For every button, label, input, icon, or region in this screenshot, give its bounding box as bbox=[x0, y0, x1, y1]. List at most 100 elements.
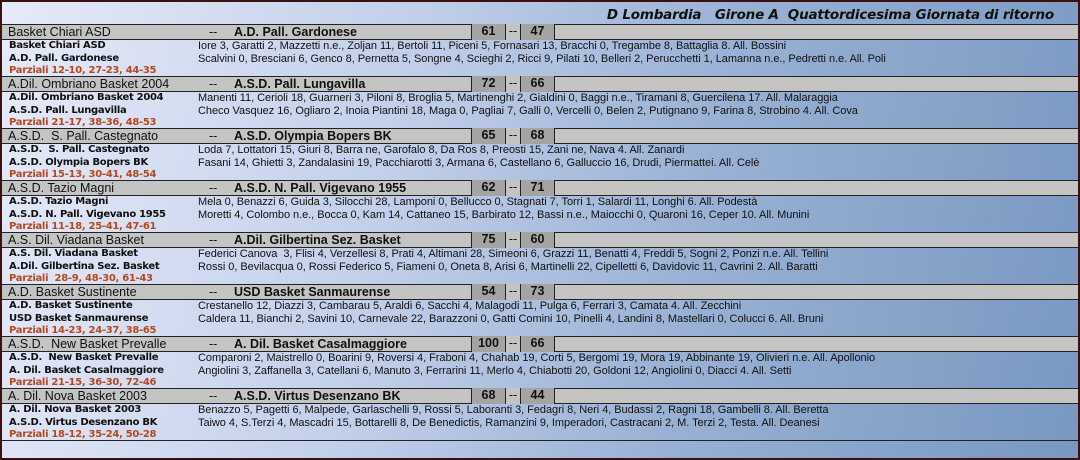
away-label: A.S.D. Pall. Lungavilla bbox=[9, 105, 127, 116]
score-separator: -- bbox=[505, 336, 521, 352]
home-score: 54 bbox=[471, 284, 506, 300]
partial-scores: Parziali 12-10, 27-23, 44-35 bbox=[9, 65, 157, 76]
game-block: A.S.D. Tazio Magni -- A.S.D. N. Pall. Vi… bbox=[2, 180, 1078, 232]
home-players: Federici Canova 3, Flisi 4, Verzellesi 8… bbox=[198, 248, 829, 260]
home-players: Mela 0, Benazzi 6, Guida 3, Silocchi 28,… bbox=[198, 196, 758, 208]
game-header: Basket Chiari ASD -- A.D. Pall. Gardones… bbox=[2, 24, 1078, 40]
score-separator: -- bbox=[505, 76, 521, 92]
home-players: Crestanello 12, Diazzi 3, Cambarau 5, Ar… bbox=[198, 300, 742, 312]
away-score: 60 bbox=[520, 232, 555, 248]
score-separator: -- bbox=[505, 128, 521, 144]
home-score: 61 bbox=[471, 24, 506, 40]
separator: -- bbox=[209, 129, 218, 143]
score-separator: -- bbox=[505, 180, 521, 196]
away-label: A.S.D. Virtus Desenzano BK bbox=[9, 417, 158, 428]
home-label: A.S.D. S. Pall. Castegnato bbox=[9, 144, 150, 155]
away-score: 73 bbox=[520, 284, 555, 300]
home-score: 65 bbox=[471, 128, 506, 144]
away-label: A.S.D. Olympia Bopers BK bbox=[9, 157, 148, 168]
away-players: Caldera 11, Bianchi 2, Savini 10, Carnev… bbox=[198, 313, 824, 325]
home-label: A.Dil. Ombriano Basket 2004 bbox=[9, 92, 164, 103]
game-header: A.S. Dil. Viadana Basket -- A.Dil. Gilbe… bbox=[2, 232, 1078, 248]
away-players: Moretti 4, Colombo n.e., Bocca 0, Kam 14… bbox=[198, 209, 810, 221]
home-score: 72 bbox=[471, 76, 506, 92]
separator: -- bbox=[209, 233, 218, 247]
game-header: A.S.D. New Basket Prevalle -- A. Dil. Ba… bbox=[2, 336, 1078, 352]
away-label: A.Dil. Gilbertina Sez. Basket bbox=[9, 261, 160, 272]
away-score: 68 bbox=[520, 128, 555, 144]
home-label: A. Dil. Nova Basket 2003 bbox=[9, 404, 142, 415]
partial-scores: Parziali 28-9, 48-30, 61-43 bbox=[9, 273, 153, 284]
partial-scores: Parziali 14-23, 24-37, 38-65 bbox=[9, 325, 157, 336]
game-header: A.D. Basket Sustinente -- USD Basket San… bbox=[2, 284, 1078, 300]
away-team: A.D. Pall. Gardonese bbox=[234, 25, 357, 39]
home-players: Loda 7, Lottatori 15, Giuri 8, Barra ne,… bbox=[198, 144, 685, 156]
partial-scores: Parziali 21-17, 38-36, 48-53 bbox=[9, 117, 157, 128]
home-team: A.S.D. Tazio Magni bbox=[8, 181, 115, 195]
away-label: A. Dil. Basket Casalmaggiore bbox=[9, 365, 164, 376]
home-team: A.D. Basket Sustinente bbox=[8, 285, 137, 299]
partial-scores: Parziali 21-15, 36-30, 72-46 bbox=[9, 377, 157, 388]
separator: -- bbox=[209, 77, 218, 91]
game-block: A.S.D. New Basket Prevalle -- A. Dil. Ba… bbox=[2, 336, 1078, 388]
away-team: A.Dil. Gilbertina Sez. Basket bbox=[234, 233, 401, 247]
home-team: A.S. Dil. Viadana Basket bbox=[8, 233, 144, 247]
home-score: 100 bbox=[471, 336, 506, 352]
game-block: Basket Chiari ASD -- A.D. Pall. Gardones… bbox=[2, 24, 1078, 76]
home-score: 75 bbox=[471, 232, 506, 248]
score-separator: -- bbox=[505, 388, 521, 404]
game-block: A. Dil. Nova Basket 2003 -- A.S.D. Virtu… bbox=[2, 388, 1078, 440]
separator: -- bbox=[209, 389, 218, 403]
away-score: 71 bbox=[520, 180, 555, 196]
home-players: Benazzo 5, Pagetti 6, Malpede, Garlasche… bbox=[198, 404, 829, 416]
home-label: A.S.D. New Basket Prevalle bbox=[9, 352, 159, 363]
home-team: Basket Chiari ASD bbox=[8, 25, 111, 39]
page-title: D Lombardia Girone A Quattordicesima Gio… bbox=[606, 7, 1054, 23]
away-score: 47 bbox=[520, 24, 555, 40]
partial-scores: Parziali 11-18, 25-41, 47-61 bbox=[9, 221, 157, 232]
game-block: A.S.D. S. Pall. Castegnato -- A.S.D. Oly… bbox=[2, 128, 1078, 180]
home-team: A. Dil. Nova Basket 2003 bbox=[8, 389, 147, 403]
away-players: Fasani 14, Ghietti 3, Zandalasini 19, Pa… bbox=[198, 157, 760, 169]
separator: -- bbox=[209, 181, 218, 195]
away-label: A.S.D. N. Pall. Vigevano 1955 bbox=[9, 209, 166, 220]
home-team: A.Dil. Ombriano Basket 2004 bbox=[8, 77, 170, 91]
partial-scores: Parziali 18-12, 35-24, 50-28 bbox=[9, 429, 157, 440]
away-team: A.S.D. N. Pall. Vigevano 1955 bbox=[234, 181, 407, 195]
home-label: Basket Chiari ASD bbox=[9, 40, 106, 51]
away-players: Taiwo 4, S.Terzi 4, Mascadri 15, Bottare… bbox=[198, 417, 820, 429]
separator: -- bbox=[209, 285, 218, 299]
away-team: A. Dil. Basket Casalmaggiore bbox=[234, 337, 407, 351]
game-block: A.Dil. Ombriano Basket 2004 -- A.S.D. Pa… bbox=[2, 76, 1078, 128]
separator: -- bbox=[209, 337, 218, 351]
separator: -- bbox=[209, 25, 218, 39]
away-score: 44 bbox=[520, 388, 555, 404]
home-score: 62 bbox=[471, 180, 506, 196]
game-block: A.S. Dil. Viadana Basket -- A.Dil. Gilbe… bbox=[2, 232, 1078, 284]
home-label: A.S.D. Tazio Magni bbox=[9, 196, 109, 207]
away-score: 66 bbox=[520, 76, 555, 92]
away-score: 66 bbox=[520, 336, 555, 352]
home-players: Iore 3, Garatti 2, Mazzetti n.e., Zoljan… bbox=[198, 40, 787, 52]
score-separator: -- bbox=[505, 284, 521, 300]
home-team: A.S.D. S. Pall. Castegnato bbox=[8, 129, 159, 143]
score-separator: -- bbox=[505, 232, 521, 248]
game-header: A.Dil. Ombriano Basket 2004 -- A.S.D. Pa… bbox=[2, 76, 1078, 92]
away-team: USD Basket Sanmaurense bbox=[234, 285, 391, 299]
away-team: A.S.D. Olympia Bopers BK bbox=[234, 129, 392, 143]
away-label: USD Basket Sanmaurense bbox=[9, 313, 149, 324]
home-label: A.D. Basket Sustinente bbox=[9, 300, 133, 311]
away-players: Rossi 0, Bevilacqua 0, Rossi Federico 5,… bbox=[198, 261, 818, 273]
partial-scores: Parziali 15-13, 30-41, 48-54 bbox=[9, 169, 157, 180]
game-header: A.S.D. Tazio Magni -- A.S.D. N. Pall. Vi… bbox=[2, 180, 1078, 196]
away-team: A.S.D. Virtus Desenzano BK bbox=[234, 389, 401, 403]
away-team: A.S.D. Pall. Lungavilla bbox=[234, 77, 366, 91]
game-header: A.S.D. S. Pall. Castegnato -- A.S.D. Oly… bbox=[2, 128, 1078, 144]
home-team: A.S.D. New Basket Prevalle bbox=[8, 337, 167, 351]
home-players: Manenti 11, Cerioli 18, Guarneri 3, Pilo… bbox=[198, 92, 838, 104]
away-players: Checo Vasquez 16, Ogliaro 2, Inoia Piant… bbox=[198, 105, 858, 117]
home-score: 68 bbox=[471, 388, 506, 404]
game-header: A. Dil. Nova Basket 2003 -- A.S.D. Virtu… bbox=[2, 388, 1078, 404]
bottom-divider bbox=[2, 440, 1078, 441]
